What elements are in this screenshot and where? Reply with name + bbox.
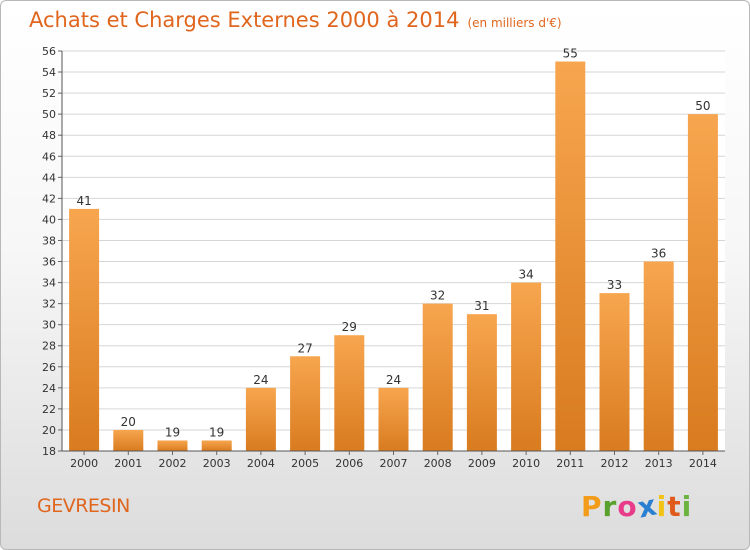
data-label-2004: 24 xyxy=(253,373,268,387)
x-tick-label: 2010 xyxy=(512,457,540,470)
y-tick-label: 36 xyxy=(42,256,56,269)
chart-title-text: Achats et Charges Externes 2000 à 2014 xyxy=(29,8,460,32)
y-tick-label: 20 xyxy=(42,424,56,437)
chart-unit-note: (en milliers d'€) xyxy=(467,16,562,30)
chart-title: Achats et Charges Externes 2000 à 2014 (e… xyxy=(29,8,562,32)
x-tick-label: 2009 xyxy=(468,457,496,470)
bar-2009 xyxy=(466,314,497,451)
y-tick-label: 46 xyxy=(42,150,56,163)
data-label-2000: 41 xyxy=(76,194,91,208)
y-tick-label: 34 xyxy=(42,277,56,290)
y-tick-label: 22 xyxy=(42,403,56,416)
data-label-2011: 55 xyxy=(563,47,578,61)
data-label-2013: 36 xyxy=(651,247,666,261)
y-tick-label: 18 xyxy=(42,445,56,458)
logo-letter: i xyxy=(681,490,693,523)
data-label-2006: 29 xyxy=(342,320,357,334)
x-tick-label: 2007 xyxy=(380,457,408,470)
y-tick-label: 32 xyxy=(42,298,56,311)
y-tick-label: 42 xyxy=(42,192,56,205)
data-label-2005: 27 xyxy=(297,341,312,355)
y-tick-label: 38 xyxy=(42,234,56,247)
data-label-2008: 32 xyxy=(430,289,445,303)
labels: 18 20 22 24 26 28 30 32 34 36 38 40 42 44 46 48 50 52 54 56… xyxy=(42,45,717,470)
bar-2002 xyxy=(157,440,188,451)
x-tick-label: 2014 xyxy=(689,457,717,470)
y-tick-label: 54 xyxy=(42,66,56,79)
bar-2006 xyxy=(334,335,365,451)
y-tick-label: 28 xyxy=(42,340,56,353)
x-tick-label: 2005 xyxy=(291,457,319,470)
data-label-2002: 19 xyxy=(165,425,180,439)
x-tick-label: 2001 xyxy=(114,457,142,470)
data-label-2010: 34 xyxy=(518,268,533,282)
data-label-2003: 19 xyxy=(209,425,224,439)
x-tick-label: 2012 xyxy=(601,457,629,470)
x-tick-label: 2002 xyxy=(159,457,187,470)
x-tick-label: 2003 xyxy=(203,457,231,470)
y-tick-label: 48 xyxy=(42,129,56,142)
bars xyxy=(69,61,718,452)
y-tick-label: 30 xyxy=(42,319,56,332)
bar-2004 xyxy=(245,387,276,451)
place-name: GEVRESIN xyxy=(37,495,130,517)
logo-letter: P xyxy=(581,490,603,523)
bar-2014 xyxy=(687,114,718,451)
logo-letter: t xyxy=(667,490,682,523)
bar-2010 xyxy=(511,282,542,451)
bar-2011 xyxy=(555,61,586,452)
logo-letter: r xyxy=(602,490,618,523)
bar-2012 xyxy=(599,293,630,451)
bar-2007 xyxy=(378,387,409,451)
data-label-2009: 31 xyxy=(474,299,489,313)
bar-2003 xyxy=(201,440,232,451)
x-tick-label: 2008 xyxy=(424,457,452,470)
bar-2000 xyxy=(69,208,100,451)
bar-2001 xyxy=(113,429,144,451)
y-tick-label: 50 xyxy=(42,108,56,121)
y-tick-label: 24 xyxy=(42,382,56,395)
y-tick-label: 26 xyxy=(42,361,56,374)
y-tick-label: 44 xyxy=(42,171,56,184)
data-label-2014: 50 xyxy=(695,99,710,113)
y-tick-label: 52 xyxy=(42,87,56,100)
x-tick-label: 2013 xyxy=(645,457,673,470)
bar-2013 xyxy=(643,261,674,451)
axes xyxy=(58,50,725,455)
data-label-2012: 33 xyxy=(607,278,622,292)
data-label-2007: 24 xyxy=(386,373,401,387)
y-tick-label: 40 xyxy=(42,213,56,226)
x-tick-label: 2000 xyxy=(70,457,98,470)
x-tick-label: 2006 xyxy=(335,457,363,470)
logo-letter: o xyxy=(617,490,638,523)
proxiti-logo: Proxiti xyxy=(581,488,693,524)
x-tick-label: 2004 xyxy=(247,457,275,470)
bar-2008 xyxy=(422,303,453,451)
data-label-2001: 20 xyxy=(121,415,136,429)
bar-2005 xyxy=(290,356,321,451)
x-tick-label: 2011 xyxy=(556,457,584,470)
logo-letter: i xyxy=(656,490,668,523)
y-tick-label: 56 xyxy=(42,45,56,58)
